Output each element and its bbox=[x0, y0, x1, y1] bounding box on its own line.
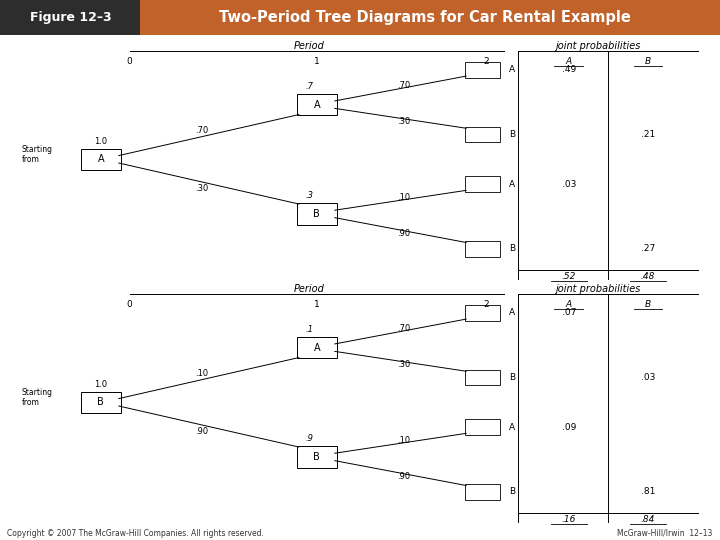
FancyBboxPatch shape bbox=[465, 419, 500, 435]
Text: A: A bbox=[566, 57, 572, 66]
Text: .30: .30 bbox=[397, 117, 410, 126]
Text: .7: .7 bbox=[305, 82, 314, 91]
FancyBboxPatch shape bbox=[465, 176, 500, 192]
Text: B: B bbox=[313, 452, 320, 462]
Text: Period: Period bbox=[294, 41, 325, 51]
Text: .90: .90 bbox=[397, 472, 410, 481]
FancyBboxPatch shape bbox=[297, 446, 337, 468]
FancyBboxPatch shape bbox=[465, 369, 500, 386]
Text: Figure 12–3: Figure 12–3 bbox=[30, 11, 112, 24]
FancyBboxPatch shape bbox=[81, 148, 121, 170]
Text: Copyright © 2007 The McGraw-Hill Companies. All rights reserved.: Copyright © 2007 The McGraw-Hill Compani… bbox=[7, 529, 264, 538]
Text: .1: .1 bbox=[305, 325, 314, 334]
Text: 2: 2 bbox=[483, 57, 489, 66]
Text: B: B bbox=[313, 209, 320, 219]
Text: A: A bbox=[566, 300, 572, 309]
Text: B: B bbox=[645, 300, 651, 309]
Text: A: A bbox=[313, 100, 320, 110]
Text: Starting
from: Starting from bbox=[22, 388, 53, 407]
Text: B: B bbox=[97, 397, 104, 407]
Text: McGraw-Hill/Irwin  12–13: McGraw-Hill/Irwin 12–13 bbox=[618, 529, 713, 538]
Text: .90: .90 bbox=[397, 229, 410, 238]
Text: .10: .10 bbox=[397, 436, 410, 444]
Text: .27: .27 bbox=[641, 244, 655, 253]
Text: .70: .70 bbox=[397, 81, 410, 90]
Text: .03: .03 bbox=[641, 373, 655, 382]
Text: B: B bbox=[510, 244, 516, 253]
Text: .48: .48 bbox=[641, 272, 655, 281]
Text: Two-Period Tree Diagrams for Car Rental Example: Two-Period Tree Diagrams for Car Rental … bbox=[219, 10, 631, 25]
Text: .16: .16 bbox=[562, 515, 576, 524]
Text: 2: 2 bbox=[483, 300, 489, 309]
Text: 0: 0 bbox=[127, 57, 132, 66]
FancyBboxPatch shape bbox=[465, 62, 500, 78]
Text: .03: .03 bbox=[562, 180, 576, 188]
Text: .09: .09 bbox=[562, 423, 576, 431]
Text: A: A bbox=[510, 180, 516, 188]
Text: .21: .21 bbox=[641, 130, 655, 139]
Text: .49: .49 bbox=[562, 65, 576, 75]
Text: .30: .30 bbox=[397, 360, 410, 369]
Text: .9: .9 bbox=[305, 434, 314, 443]
Text: joint probabilities: joint probabilities bbox=[555, 284, 640, 294]
Text: 1.0: 1.0 bbox=[94, 380, 107, 389]
Text: .90: .90 bbox=[195, 427, 208, 436]
Text: B: B bbox=[645, 57, 651, 66]
Text: 1: 1 bbox=[314, 57, 320, 66]
Text: .70: .70 bbox=[195, 126, 208, 134]
Text: A: A bbox=[313, 343, 320, 353]
Bar bbox=[140, 0, 720, 35]
FancyBboxPatch shape bbox=[297, 337, 337, 359]
Text: Period: Period bbox=[294, 284, 325, 294]
Text: B: B bbox=[510, 487, 516, 496]
Text: .70: .70 bbox=[397, 324, 410, 333]
FancyBboxPatch shape bbox=[465, 126, 500, 143]
Text: .3: .3 bbox=[305, 191, 314, 200]
Text: joint probabilities: joint probabilities bbox=[555, 41, 640, 51]
Text: .10: .10 bbox=[397, 193, 410, 201]
Text: 1: 1 bbox=[314, 300, 320, 309]
Text: .30: .30 bbox=[195, 184, 208, 193]
Text: B: B bbox=[510, 130, 516, 139]
FancyBboxPatch shape bbox=[297, 203, 337, 225]
Text: 1.0: 1.0 bbox=[94, 137, 107, 146]
Text: A: A bbox=[510, 65, 516, 75]
FancyBboxPatch shape bbox=[465, 241, 500, 256]
Text: A: A bbox=[510, 423, 516, 431]
Bar bbox=[0, 0, 140, 35]
FancyBboxPatch shape bbox=[297, 94, 337, 116]
FancyBboxPatch shape bbox=[81, 392, 121, 413]
Text: 0: 0 bbox=[127, 300, 132, 309]
Text: A: A bbox=[510, 308, 516, 318]
Text: .52: .52 bbox=[562, 272, 576, 281]
Text: A: A bbox=[97, 154, 104, 164]
FancyBboxPatch shape bbox=[465, 305, 500, 321]
Text: .07: .07 bbox=[562, 308, 576, 318]
Text: B: B bbox=[510, 373, 516, 382]
Text: .84: .84 bbox=[641, 515, 655, 524]
Text: .10: .10 bbox=[195, 369, 208, 377]
Text: .81: .81 bbox=[641, 487, 655, 496]
Text: Starting
from: Starting from bbox=[22, 145, 53, 164]
FancyBboxPatch shape bbox=[465, 484, 500, 500]
